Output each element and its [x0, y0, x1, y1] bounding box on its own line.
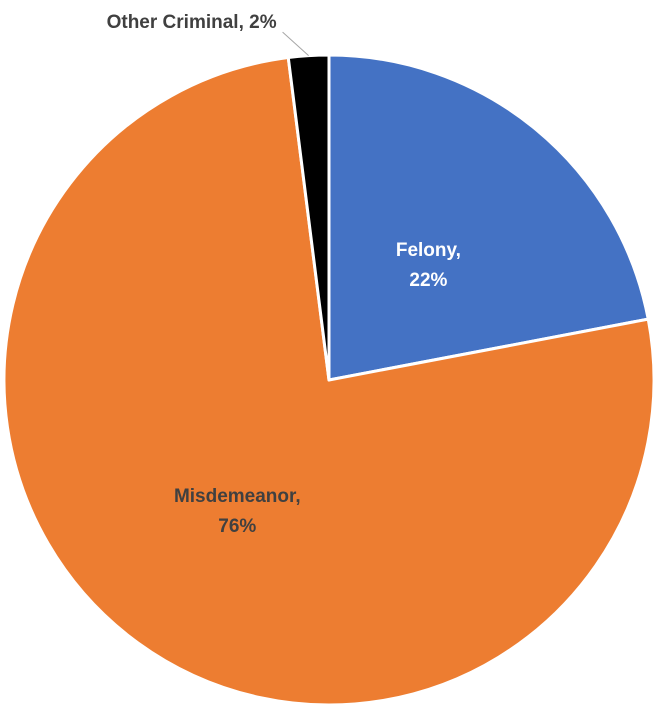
- pie-slice-felony: [327, 53, 650, 382]
- data-label-felony: Felony, 22%: [396, 240, 461, 291]
- pie-slices: [2, 53, 655, 705]
- pie-slice-other-criminal: [286, 53, 331, 382]
- leader-line-other-criminal: [282, 31, 309, 56]
- data-label-text-felony: Felony, 22%: [396, 240, 461, 291]
- data-label-percent-felony: 22%: [409, 270, 447, 291]
- data-labels: Felony, 22% Misdemeanor, 76% Other Criminal,…: [107, 12, 461, 537]
- data-label-misdemeanor: Misdemeanor, 76%: [174, 486, 301, 537]
- data-label-other-criminal: Other Criminal, 2%: [107, 12, 309, 56]
- data-label-text-other-criminal: Other Criminal, 2%: [107, 12, 277, 33]
- data-label-category-misdemeanor: Misdemeanor,: [174, 486, 301, 507]
- data-label-percent-misdemeanor: 76%: [218, 516, 256, 537]
- data-label-category-felony: Felony,: [396, 240, 461, 261]
- data-label-text-misdemeanor: Misdemeanor, 76%: [174, 486, 301, 537]
